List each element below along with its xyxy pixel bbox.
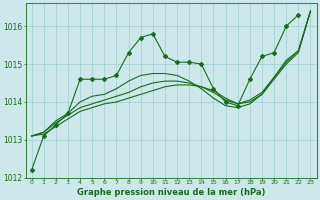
X-axis label: Graphe pression niveau de la mer (hPa): Graphe pression niveau de la mer (hPa) (77, 188, 265, 197)
